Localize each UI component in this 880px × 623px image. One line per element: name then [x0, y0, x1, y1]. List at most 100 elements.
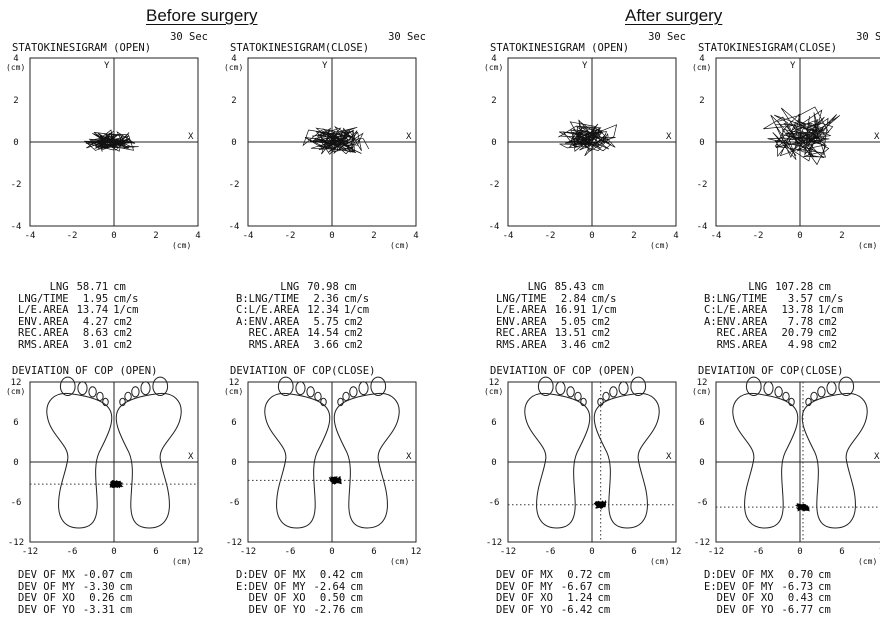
x-unit-label: (cm): [390, 241, 409, 250]
sway-trace: [763, 106, 841, 166]
statokinesigram-title: STATOKINESIGRAM(CLOSE): [698, 42, 838, 54]
y-tick-label: 0: [231, 138, 236, 148]
stat-value: 3.66: [313, 338, 339, 351]
deviation-value: 0.43: [787, 592, 814, 604]
right-foot-outline: [333, 392, 400, 529]
stat-value: 4.98: [787, 338, 814, 351]
sway-trace: [302, 126, 370, 155]
stat-value: 85.43: [554, 281, 587, 293]
deviation-unit: cm: [597, 603, 611, 616]
duration-label: 30 Sec: [648, 31, 686, 43]
x-tick-label: 4: [413, 231, 418, 241]
deviation-row: E:DEV OF MY -2.64 cm: [236, 581, 363, 594]
stats-row: LNG/TIME 1.95 cm/s: [18, 293, 138, 306]
y-tick-label: -4: [229, 222, 240, 232]
deviation-label: DEV OF MY: [18, 580, 75, 593]
stats-row: B:LNG/TIME 3.57 cm/s: [704, 292, 844, 306]
deviation-label: DEV OF MX: [496, 569, 553, 581]
deviation-value: 0.50: [319, 592, 346, 604]
deviation-row: DEV OF YO -3.31 cm: [18, 604, 132, 617]
deviation-unit: cm: [818, 569, 831, 581]
y-axis-label: Y: [322, 61, 328, 71]
x-unit-label: (cm): [390, 557, 409, 566]
y-tick-label: 6: [13, 418, 18, 428]
deviation-value: -2.76: [313, 603, 346, 616]
stats-row: ENV.AREA 4.27 cm2: [18, 315, 138, 329]
x-unit-label: (cm): [172, 241, 191, 250]
stats-row: LNG 107.28 cm: [704, 281, 843, 294]
stat-label: REC.AREA: [496, 327, 547, 339]
x-tick-label: -6: [67, 547, 78, 557]
stats-row: REC.AREA 14.54 cm2: [236, 327, 369, 340]
stats-row: A:ENV.AREA 5.75 cm2: [236, 316, 369, 329]
deviation-title: DEVIATION OF COP (OPEN): [490, 365, 636, 377]
deviation-unit: cm: [119, 569, 133, 581]
stat-unit: 1/cm: [818, 304, 844, 316]
stat-label: L/E.AREA: [496, 304, 547, 316]
stat-value: 2.36: [313, 292, 339, 305]
y-tick-label: 4: [231, 54, 236, 64]
deviation-row: D:DEV OF MX 0.70 cm: [704, 569, 831, 582]
x-tick-label: 0: [329, 547, 334, 557]
x-axis-label: X: [666, 452, 672, 462]
stat-value: 8.63: [82, 327, 109, 339]
x-unit-label: (cm): [650, 241, 669, 250]
deviation-unit: cm: [597, 569, 611, 581]
y-tick-label: -4: [697, 222, 708, 232]
x-tick-label: -2: [753, 231, 764, 241]
y-tick-label: 4: [699, 54, 704, 64]
deviation-value: 0.70: [787, 569, 814, 581]
stat-unit: cm/s: [818, 292, 844, 305]
deviation-row: DEV OF YO -2.76 cm: [236, 603, 363, 617]
x-unit-label: (cm): [858, 241, 877, 250]
y-unit-label: (cm): [692, 387, 711, 396]
y-tick-label: -12: [486, 538, 502, 548]
y-tick-label: 6: [699, 418, 704, 428]
stat-label: REC.AREA: [248, 327, 300, 339]
deviation-unit: cm: [350, 569, 363, 581]
stat-unit: cm2: [591, 327, 611, 339]
header-before-surgery: Before surgery: [146, 6, 258, 25]
stat-unit: cm2: [113, 315, 133, 328]
stat-unit: cm: [818, 281, 831, 293]
stats-table: LNG 70.98 cm B:LNG/TIME 2.36 cm/s C:L/E.AREA 12…: [236, 281, 369, 351]
y-unit-label: (cm): [6, 387, 25, 396]
x-axis-label: X: [406, 132, 412, 142]
cop-trace: [108, 479, 124, 489]
x-axis-label: X: [874, 132, 880, 142]
deviation-value: 0.42: [319, 569, 346, 581]
deviation-value: -3.30: [82, 580, 115, 593]
deviation-table: DEV OF MX -0.07 cm DEV OF MY -3.30 cm DEV OF X…: [18, 569, 133, 617]
deviation-label: E:DEV OF MY: [704, 580, 774, 593]
y-tick-label: 0: [491, 458, 496, 468]
x-tick-label: 12: [879, 547, 880, 557]
statokinesigram-title: STATOKINESIGRAM (OPEN): [490, 42, 630, 54]
deviation-label: DEV OF XO: [496, 592, 553, 604]
x-tick-label: 6: [153, 547, 158, 557]
deviation-unit: cm: [597, 580, 611, 593]
x-tick-label: -4: [711, 231, 722, 241]
stat-unit: cm/s: [591, 292, 617, 305]
y-unit-label: (cm): [692, 63, 711, 72]
x-tick-label: 2: [839, 231, 844, 241]
y-tick-label: 6: [491, 418, 496, 428]
stats-row: L/E.AREA 13.74 1/cm: [18, 304, 138, 317]
deviation-title: DEVIATION OF COP (OPEN): [12, 365, 158, 377]
y-unit-label: (cm): [6, 63, 25, 72]
deviation-label: DEV OF YO: [496, 603, 553, 616]
x-tick-label: 12: [411, 547, 422, 557]
stat-label: LNG: [527, 281, 547, 293]
y-unit-label: (cm): [224, 63, 243, 72]
x-tick-label: -4: [243, 231, 254, 241]
y-tick-label: 0: [699, 458, 704, 468]
stat-unit: cm2: [818, 315, 838, 328]
stat-label: C:L/E.AREA: [704, 304, 768, 316]
stats-row: REC.AREA 20.79 cm2: [704, 327, 843, 340]
x-tick-label: -12: [22, 547, 38, 557]
stat-unit: cm2: [343, 327, 363, 339]
sway-trace: [83, 129, 139, 152]
